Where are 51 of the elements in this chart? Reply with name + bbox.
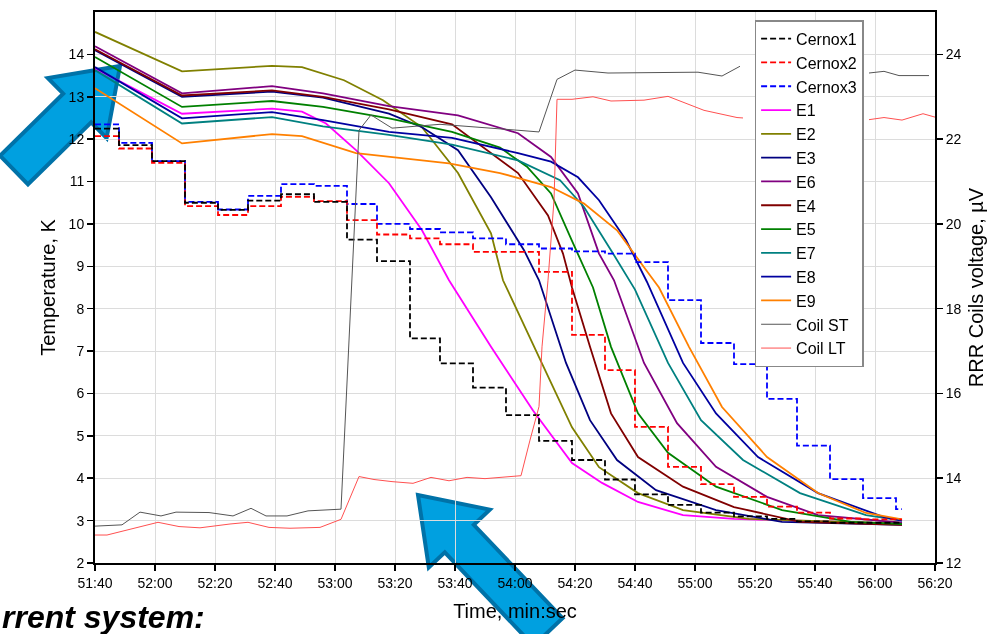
legend-label: E7	[796, 245, 816, 263]
legend-label: E8	[796, 268, 816, 286]
x-tick-label: 53:40	[437, 574, 473, 591]
y2-tick-label: 20	[945, 215, 962, 232]
y-tick-label: 2	[76, 554, 85, 571]
x-tick-label: 54:20	[557, 574, 593, 591]
x-tick-label: 54:00	[497, 574, 533, 591]
legend-label: E4	[796, 197, 816, 215]
y2-tick-label: 18	[945, 300, 962, 317]
legend-label: Cernox3	[796, 78, 857, 96]
x-tick-label: 56:20	[917, 574, 953, 591]
legend-label: E6	[796, 173, 816, 191]
y-tick-label: 14	[68, 46, 85, 63]
y-tick-label: 7	[76, 342, 85, 359]
legend-label: E2	[796, 126, 816, 144]
y-tick-label: 13	[68, 88, 85, 105]
legend-label: Cernox1	[796, 30, 857, 48]
x-tick-label: 53:00	[317, 574, 353, 591]
y-tick-label: 4	[76, 470, 85, 487]
y-tick-label: 3	[76, 512, 85, 529]
x-tick-label: 55:20	[737, 574, 773, 591]
legend-label: Coil ST	[796, 316, 849, 334]
y-tick-label: 6	[76, 385, 85, 402]
y2-axis-title: RRR Coils voltage, µV	[964, 187, 987, 388]
y2-tick-label: 12	[945, 554, 962, 571]
y2-tick-label: 14	[945, 470, 962, 487]
x-tick-label: 52:40	[257, 574, 293, 591]
y-tick-label: 10	[68, 215, 85, 232]
x-tick-label: 51:40	[77, 574, 113, 591]
y-tick-label: 5	[76, 427, 85, 444]
legend-label: Cernox2	[796, 54, 857, 72]
x-tick-label: 54:40	[617, 574, 653, 591]
x-tick-label: 55:00	[677, 574, 713, 591]
y-axis-title: Temperature, K	[36, 218, 59, 356]
legend-label: Coil LT	[796, 340, 846, 358]
y2-tick-label: 24	[945, 46, 962, 63]
y2-tick-label: 16	[945, 385, 962, 402]
legend-label: E1	[796, 102, 816, 120]
y-tick-label: 9	[76, 258, 85, 275]
legend-label: E5	[796, 221, 816, 239]
legend-label: E9	[796, 292, 816, 310]
x-tick-label: 52:20	[197, 574, 233, 591]
x-tick-label: 53:20	[377, 574, 413, 591]
text: rrent system:	[2, 599, 205, 634]
x-tick-label: 52:00	[137, 574, 173, 591]
legend-label: E3	[796, 149, 816, 167]
y-tick-label: 11	[69, 173, 85, 190]
x-tick-label: 55:40	[797, 574, 833, 591]
x-tick-label: 56:00	[857, 574, 893, 591]
y-tick-label: 8	[76, 300, 85, 317]
y2-tick-label: 22	[945, 131, 962, 148]
